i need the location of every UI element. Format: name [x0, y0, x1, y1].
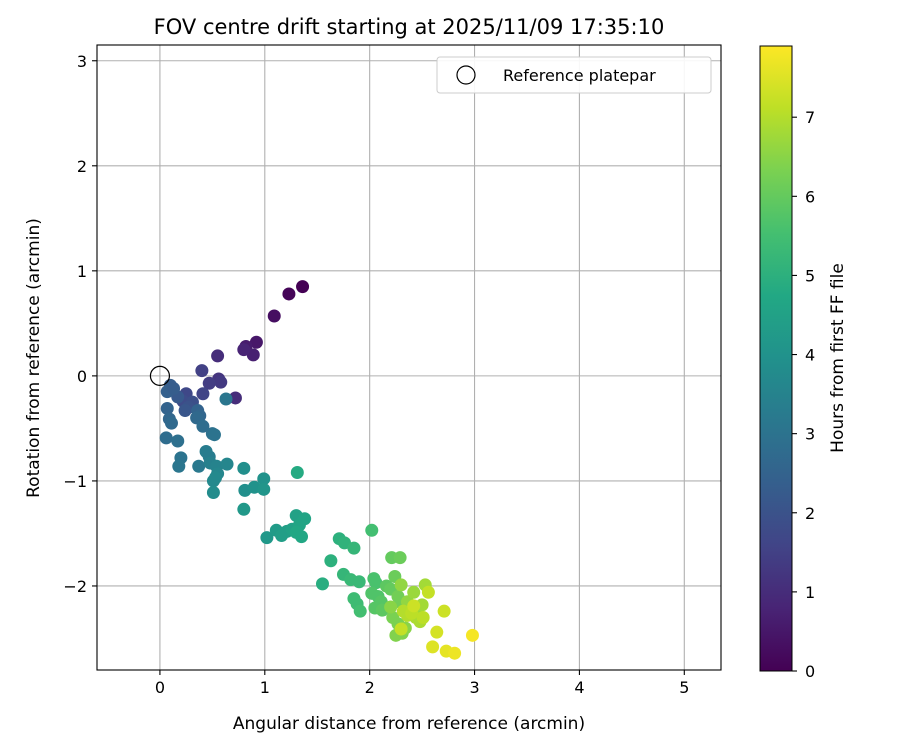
x-tick-label: 1 — [260, 678, 270, 697]
data-point — [171, 434, 185, 448]
data-point — [237, 461, 251, 475]
data-point — [237, 343, 251, 357]
data-point — [249, 335, 263, 349]
data-point — [219, 392, 233, 406]
data-point — [246, 348, 260, 362]
colorbar-tick-label: 1 — [805, 583, 815, 602]
x-tick-label: 2 — [365, 678, 375, 697]
data-point — [257, 472, 271, 486]
data-point — [437, 604, 451, 618]
x-axis-label: Angular distance from reference (arcmin) — [233, 714, 585, 734]
data-point — [338, 536, 352, 550]
reference-marker-layer — [149, 365, 171, 386]
data-point — [365, 523, 379, 537]
colorbar-tick-label: 4 — [805, 346, 815, 365]
colorbar-tick-label: 7 — [805, 108, 815, 127]
colorbar-tick-label: 5 — [805, 266, 815, 285]
x-axis-ticks: 0 1 2 3 4 5 — [155, 670, 689, 697]
data-point — [394, 578, 408, 592]
data-point — [465, 628, 479, 642]
data-point — [211, 349, 225, 363]
y-tick-label: 2 — [77, 157, 87, 176]
data-point — [267, 309, 281, 323]
data-point — [384, 600, 398, 614]
data-point — [407, 585, 421, 599]
colorbar-label: Hours from first FF file — [828, 263, 848, 453]
data-point — [353, 604, 367, 618]
data-point — [192, 459, 206, 473]
data-point — [393, 551, 407, 565]
reference-platepar-marker — [149, 365, 171, 386]
data-point — [214, 375, 228, 389]
data-point — [421, 585, 435, 599]
data-point — [394, 622, 408, 636]
data-point — [228, 391, 242, 405]
data-point — [160, 401, 174, 415]
data-point — [430, 625, 444, 639]
legend-label: Reference platepar — [503, 66, 656, 85]
data-point — [196, 419, 210, 433]
colorbar-tick-label: 6 — [805, 187, 815, 206]
data-point — [296, 280, 310, 294]
data-point — [448, 646, 462, 660]
data-point — [195, 364, 209, 378]
y-tick-label: 1 — [77, 262, 87, 281]
colorbar-tick-label: 0 — [805, 662, 815, 681]
data-point — [295, 530, 309, 544]
x-tick-label: 0 — [155, 678, 165, 697]
data-point — [260, 531, 274, 545]
plot-frame — [96, 44, 722, 671]
data-point — [426, 640, 440, 654]
x-tick-label: 4 — [574, 678, 584, 697]
colorbar-tick-label: 3 — [805, 425, 815, 444]
data-point — [347, 541, 361, 555]
data-point — [178, 404, 192, 418]
data-point — [207, 428, 221, 442]
data-point — [196, 387, 210, 401]
data-point — [315, 577, 329, 591]
data-point — [206, 485, 220, 499]
data-point — [159, 431, 173, 445]
data-point — [416, 610, 430, 624]
y-axis-label: Rotation from reference (arcmin) — [24, 218, 44, 498]
y-tick-label: −1 — [63, 472, 87, 491]
colorbar-ticks: 0 1 2 3 4 5 6 7 — [792, 108, 815, 681]
legend-marker — [456, 65, 476, 85]
legend: Reference platepar — [436, 56, 712, 94]
colorbar-tick-label: 2 — [805, 504, 815, 523]
plot-area — [97, 45, 721, 670]
data-point — [282, 287, 296, 301]
legend-box — [436, 56, 712, 94]
data-point — [407, 599, 421, 613]
data-point — [298, 512, 312, 526]
x-tick-label: 5 — [679, 678, 689, 697]
data-point — [164, 416, 178, 430]
y-tick-label: 0 — [77, 367, 87, 386]
grid — [97, 45, 721, 670]
y-tick-label: 3 — [77, 52, 87, 71]
data-point — [257, 482, 271, 496]
data-point — [172, 459, 186, 473]
data-point — [167, 381, 181, 395]
data-points — [159, 280, 479, 660]
data-point — [220, 457, 234, 471]
y-axis-ticks: −2 −1 0 1 2 3 — [63, 52, 97, 596]
data-point — [324, 554, 338, 568]
data-point — [237, 502, 251, 516]
data-point — [369, 576, 383, 590]
chart-title: FOV centre drift starting at 2025/11/09 … — [154, 15, 665, 39]
x-tick-label: 3 — [469, 678, 479, 697]
data-point — [209, 471, 223, 485]
data-point — [202, 376, 216, 390]
y-tick-label: −2 — [63, 577, 87, 596]
data-point — [352, 575, 366, 589]
data-point — [290, 466, 304, 480]
colorbar — [759, 45, 793, 672]
